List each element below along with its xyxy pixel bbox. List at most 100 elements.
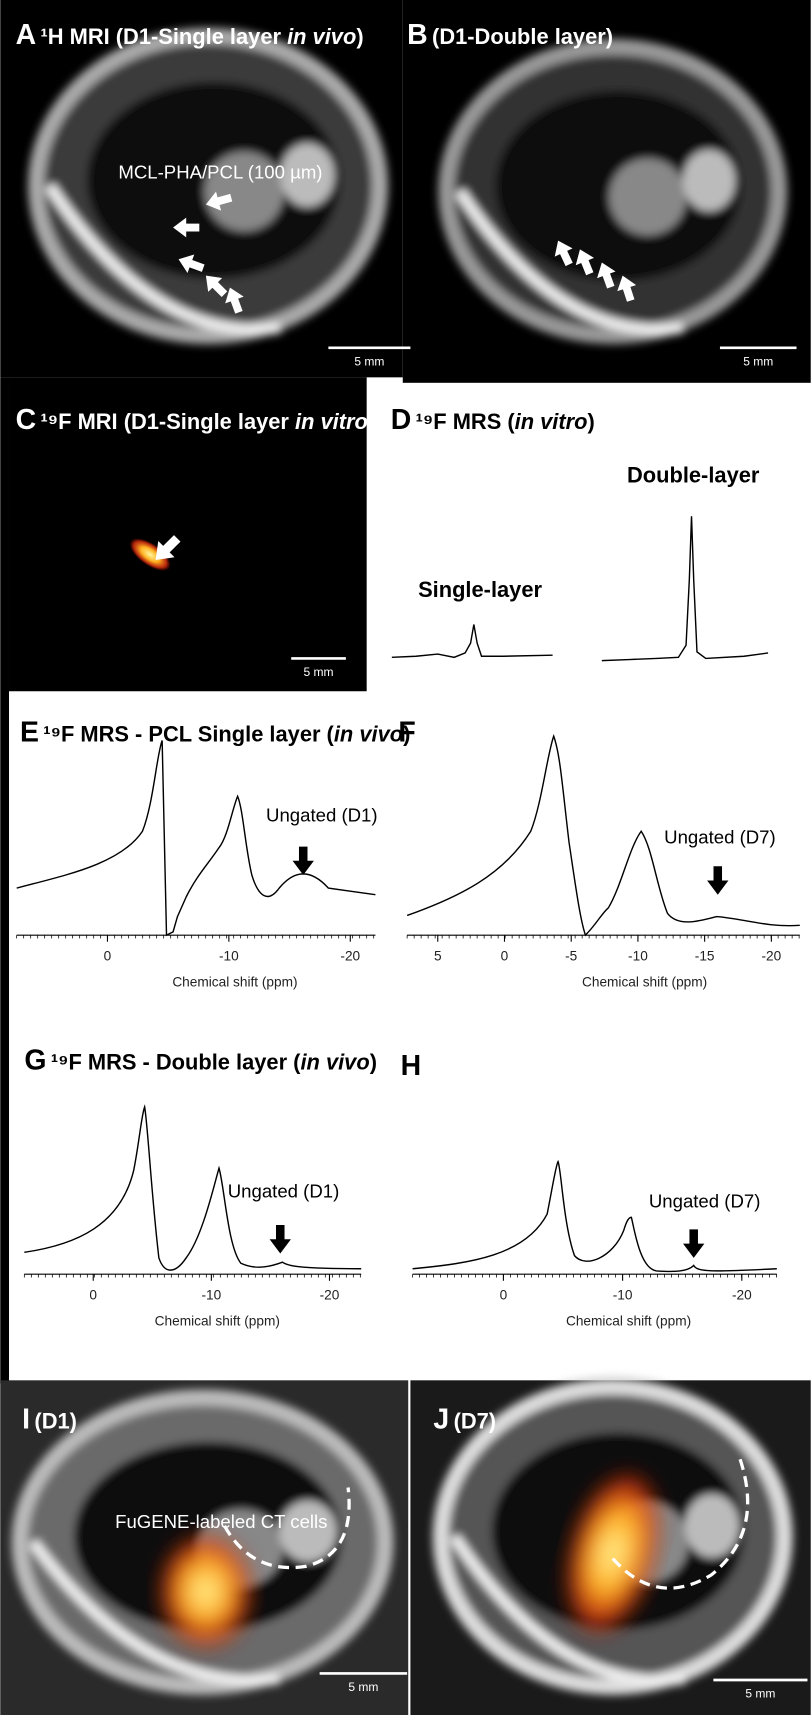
annotation: Ungated (D7) [664,826,776,847]
title-part: ¹⁹F MRS - PCL Single layer ( [43,722,334,747]
x-tick-label: -20 [340,948,360,963]
organ [609,158,687,236]
annotation: MCL-PHA/PCL (100 µm) [118,161,322,182]
arrow [575,249,594,276]
mri-image [27,27,389,345]
arrow [225,287,244,314]
wall [44,182,281,336]
arrow [707,866,729,895]
arrow [178,254,205,273]
organ [279,1500,337,1562]
title-part: ¹H MRI (D1-Single layer [40,24,287,49]
title-part: in vivo [334,722,403,747]
x-tick-label: 0 [104,948,112,963]
panel-title: H [401,1050,422,1082]
tissue-ring [438,39,787,344]
panel-title: G ¹⁹F MRS - Double layer (in vivo) [24,1045,377,1077]
panel-label: D [391,404,412,436]
title-part: in vivo [300,1050,369,1075]
spectrum [391,624,553,659]
x-tick-label: -10 [628,948,648,963]
title-part: ) [403,722,410,747]
x-axis-label: Chemical shift (ppm) [172,975,297,990]
x-tick-label: -10 [613,1287,633,1302]
title-part: (D7) [454,1408,497,1433]
title-part: ¹⁹F MRS ( [416,409,516,434]
annotation: Ungated (D7) [649,1191,761,1212]
panel-label: H [401,1050,422,1082]
x-axis-label: Chemical shift (ppm) [582,975,707,990]
spectrum-label: Single-layer [418,577,542,602]
scale-label: 5 mm [743,354,773,368]
title-part: (D1-Double layer) [432,24,613,49]
spectrum [601,516,769,662]
panel-title: B (D1-Double layer) [407,19,613,51]
f19-signal [129,538,171,571]
scale-label: 5 mm [304,665,334,679]
arrow [173,217,200,238]
tissue-ring [28,28,388,344]
panel-label: G [24,1045,46,1077]
f19-overlay [156,1531,256,1652]
x-tick-label: -20 [320,1287,340,1302]
panel-label: C [16,404,37,436]
x-tick-label: 0 [500,1287,508,1302]
x-tick-label: -20 [732,1287,752,1302]
panel-title: I (D1) [22,1403,77,1435]
x-tick-label: 0 [501,948,509,963]
arrow [269,1225,291,1254]
panel-title: A ¹H MRI (D1-Single layer in vivo) [16,19,364,51]
arrow [205,191,233,211]
arrow [597,262,616,289]
organ [684,1494,740,1558]
x-axis-label: Chemical shift (ppm) [155,1314,280,1329]
spectrum [16,740,376,937]
title-part: ) [370,1050,377,1075]
title-part: (D1) [34,1408,77,1433]
panel-label: B [407,19,428,51]
spectrum-label: Double-layer [627,462,760,487]
panel-bg [9,377,367,692]
arrow [617,275,637,302]
title-part: in vivo [287,24,356,49]
panel-title: D ¹⁹F MRS (in vitro) [391,404,595,436]
title-part: ) [368,409,375,434]
tissue-ring [12,1390,393,1695]
annotation: Ungated (D1) [228,1181,340,1202]
spectrum [24,1104,362,1271]
title-part: ) [588,409,595,434]
wall [28,1538,280,1686]
x-tick-label: 0 [89,1287,97,1302]
mri-image [437,38,788,345]
x-axis-label: Chemical shift (ppm) [566,1314,691,1329]
scale-label: 5 mm [745,1687,775,1701]
organ [204,151,284,232]
panel-title: F [398,717,415,749]
wall [455,188,684,336]
x-tick-label: -15 [695,948,715,963]
arrow [205,275,228,297]
x-tick-label: -5 [565,948,578,963]
panel-label: E [20,717,39,749]
title-part: ¹⁹F MRI (D1-Single layer [40,409,295,434]
title-part: in vitro [295,409,368,434]
title-part: in vitro [515,409,588,434]
panel-label: I [22,1403,30,1435]
panel-title: E ¹⁹F MRS - PCL Single layer (in vivo) [20,717,410,749]
x-tick-label: -10 [219,948,239,963]
roi-outline [611,1454,750,1590]
annotation: Ungated (D1) [266,804,378,825]
spectrum [406,733,800,937]
organ [280,143,335,207]
panel-label: A [16,19,37,51]
title-part: ) [356,24,363,49]
annotation: FuGENE-labeled CT cells [115,1511,327,1532]
arrow [683,1229,705,1258]
tissue-ring [433,1379,793,1695]
x-tick-label: -10 [201,1287,221,1302]
scale-label: 5 mm [348,1680,378,1694]
spectrum [412,1160,777,1273]
arrow [155,535,181,560]
wall [449,1533,686,1686]
